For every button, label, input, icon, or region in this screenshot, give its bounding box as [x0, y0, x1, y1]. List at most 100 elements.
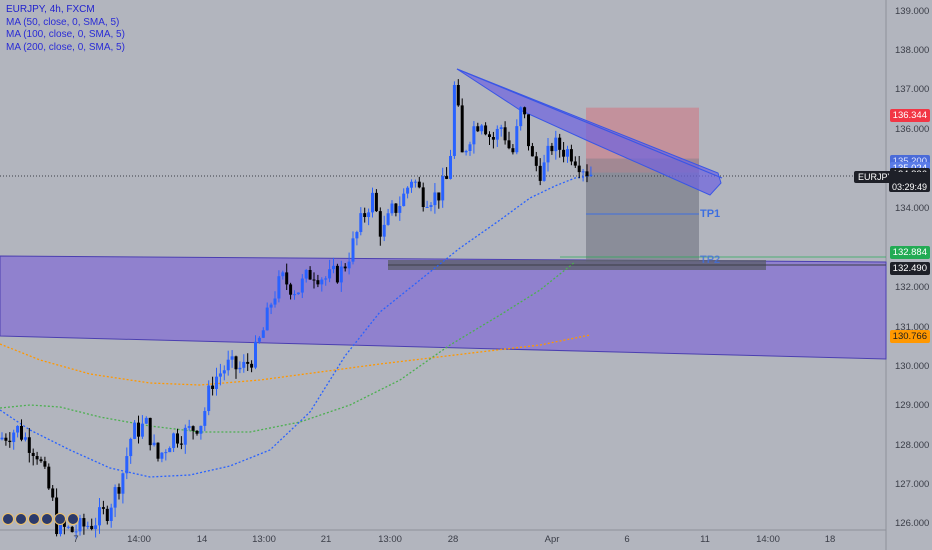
stop-loss-price-label: 136.344	[889, 109, 930, 122]
bearish-candle	[394, 203, 398, 213]
tp2-label[interactable]: TP2	[700, 254, 721, 266]
time-tick: 14:00	[127, 534, 151, 545]
bullish-candle	[351, 238, 355, 262]
bullish-candle	[12, 432, 16, 443]
bullish-candle	[320, 279, 324, 285]
symbol-title[interactable]: EURJPY, 4h, FXCM	[6, 4, 95, 15]
bearish-candle	[234, 356, 238, 370]
price-tick: 131.000	[895, 322, 930, 333]
bullish-candle	[187, 426, 191, 428]
bullish-candle	[581, 171, 585, 173]
bearish-candle	[47, 466, 51, 489]
bearish-candle	[343, 266, 347, 269]
bullish-candle	[98, 507, 101, 526]
bullish-candle	[452, 85, 456, 156]
ma-200-label[interactable]: MA (200, close, 0, SMA, 5)	[6, 41, 125, 53]
bullish-candle	[293, 294, 296, 296]
price-tick: 138.000	[895, 45, 930, 56]
bullish-candle	[464, 150, 468, 153]
bearish-candle	[530, 146, 534, 157]
bearish-candle	[35, 456, 39, 460]
bearish-candle	[39, 459, 43, 462]
ma-50-line	[0, 175, 591, 478]
bearish-candle	[211, 385, 215, 389]
bullish-candle	[359, 213, 363, 233]
logo-icon	[41, 513, 53, 525]
bearish-candle	[148, 417, 152, 446]
bullish-candle	[566, 149, 569, 157]
time-tick: Apr	[544, 534, 560, 545]
bullish-candle	[355, 232, 359, 239]
bearish-candle	[558, 137, 562, 150]
trendline	[456, 68, 723, 179]
bearish-candle	[456, 85, 460, 106]
bullish-candle	[125, 456, 129, 474]
bullish-candle	[382, 224, 386, 237]
bearish-candle	[176, 433, 179, 444]
bearish-candle	[538, 165, 542, 181]
bullish-candle	[273, 298, 277, 305]
ma-100-label[interactable]: MA (100, close, 0, SMA, 5)	[6, 29, 125, 40]
bearish-candle	[4, 437, 8, 441]
bearish-candle	[179, 443, 183, 445]
bearish-candle	[82, 518, 86, 527]
take-profit-price-label: 132.884	[889, 246, 930, 259]
bullish-candle	[226, 359, 230, 371]
bearish-candle	[246, 361, 250, 364]
ma-200-price-label: 130.766	[889, 330, 930, 343]
bullish-candle	[472, 126, 476, 145]
bullish-candle	[300, 278, 304, 293]
bullish-candle	[66, 526, 70, 528]
time-tick: 14	[196, 534, 208, 545]
bullish-candle	[215, 376, 218, 389]
bullish-candle	[23, 437, 27, 440]
bullish-candle	[144, 417, 148, 424]
bearish-candle	[289, 284, 293, 295]
bullish-candle	[199, 425, 203, 434]
bullish-candle	[515, 126, 519, 153]
bearish-candle	[573, 161, 577, 166]
bearish-candle	[445, 176, 449, 179]
bearish-candle	[285, 272, 289, 285]
bearish-candle	[308, 269, 312, 280]
bearish-candle	[70, 526, 74, 533]
bullish-candle	[0, 437, 4, 440]
tp1-label[interactable]: TP1	[700, 208, 721, 220]
bullish-candle	[296, 292, 300, 295]
bullish-candle	[398, 206, 402, 213]
bearish-candle	[491, 137, 495, 140]
bullish-candle	[304, 269, 308, 279]
bullish-candle	[519, 107, 523, 127]
bullish-candle	[242, 361, 246, 368]
time-tick: 14:00	[756, 534, 780, 545]
symbol-tag: EURJPY	[854, 171, 898, 183]
bullish-candle	[257, 337, 261, 342]
bearish-candle	[534, 156, 538, 166]
ma-50-label[interactable]: MA (50, close, 0, SMA, 5)	[6, 16, 120, 28]
bearish-candle	[476, 126, 480, 132]
price-tick: 128.000	[895, 440, 930, 451]
bearish-candle	[105, 508, 109, 521]
bearish-candle	[156, 442, 160, 459]
bearish-candle	[562, 149, 566, 157]
bearish-candle	[312, 279, 316, 281]
bullish-candle	[140, 423, 144, 437]
bearish-candle	[363, 213, 367, 217]
bearish-candle	[20, 425, 23, 440]
price-tick: 127.000	[895, 479, 930, 490]
time-tick: 6	[624, 534, 630, 545]
logo-icon	[67, 513, 79, 525]
bullish-candle	[425, 206, 429, 208]
logo-icon	[15, 513, 27, 525]
bullish-candle	[433, 192, 437, 206]
bearish-candle	[31, 452, 35, 457]
bullish-candle	[133, 422, 137, 439]
bearish-candle	[316, 280, 320, 285]
price-tick: 132.000	[895, 282, 930, 293]
bullish-candle	[495, 128, 499, 140]
bullish-candle	[172, 433, 176, 449]
bullish-candle	[324, 278, 328, 280]
bearish-candle	[90, 525, 94, 530]
